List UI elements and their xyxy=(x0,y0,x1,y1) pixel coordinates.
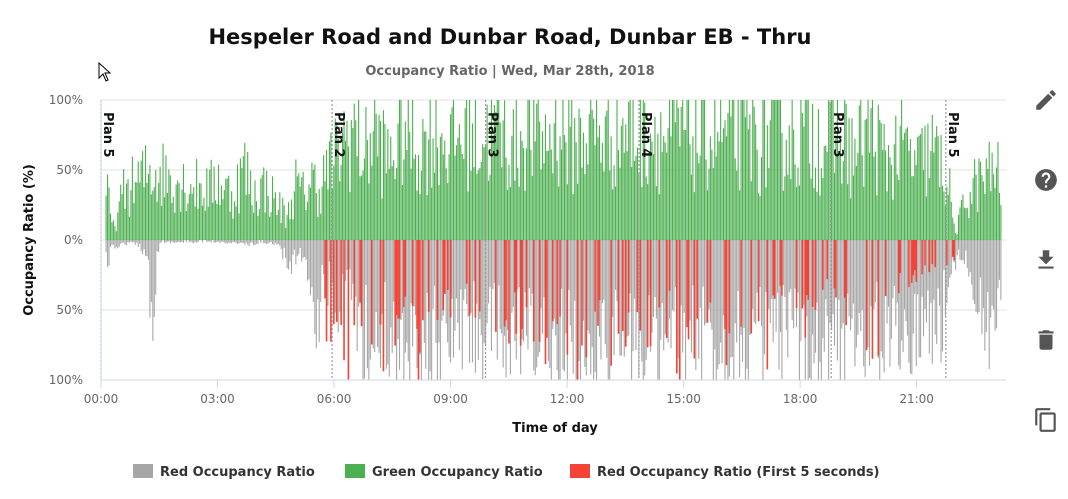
delete-button[interactable] xyxy=(1028,322,1064,358)
y-tick-label: 100% xyxy=(49,93,83,107)
legend-item[interactable]: Red Occupancy Ratio (First 5 seconds) xyxy=(570,464,880,480)
help-circle-icon xyxy=(1035,169,1057,191)
edit-button[interactable] xyxy=(1028,82,1064,118)
plan-label: Plan 5 xyxy=(100,112,115,158)
legend-item[interactable]: Red Occupancy Ratio xyxy=(133,464,315,480)
plan-label: Plan 2 xyxy=(331,112,346,158)
plan-label: Plan 4 xyxy=(638,112,653,158)
series-2 xyxy=(324,240,955,380)
x-tick-label: 21:00 xyxy=(899,392,934,406)
legend-item[interactable]: Green Occupancy Ratio xyxy=(345,464,543,480)
y-tick-label: 0% xyxy=(64,233,83,247)
legend-swatch xyxy=(345,464,365,478)
copy-button[interactable] xyxy=(1028,402,1064,438)
series-1 xyxy=(105,100,1002,240)
x-tick-label: 12:00 xyxy=(550,392,585,406)
legend-label: Red Occupancy Ratio (First 5 seconds) xyxy=(597,465,880,480)
plan-label: Plan 5 xyxy=(945,112,960,158)
bars-layer xyxy=(105,100,1002,380)
download-button[interactable] xyxy=(1028,242,1064,278)
occupancy-chart: Hespeler Road and Dunbar Road, Dunbar EB… xyxy=(22,25,1006,480)
x-tick-label: 09:00 xyxy=(433,392,468,406)
x-tick-label: 00:00 xyxy=(84,392,119,406)
y-tick-label: 100% xyxy=(49,373,83,387)
chart-title: Hespeler Road and Dunbar Road, Dunbar EB… xyxy=(208,25,811,49)
x-tick-label: 06:00 xyxy=(317,392,352,406)
pencil-icon xyxy=(1036,90,1056,110)
y-tick-label: 50% xyxy=(56,303,83,317)
chart-subtitle: Occupancy Ratio | Wed, Mar 28th, 2018 xyxy=(365,64,654,79)
download-icon xyxy=(1038,250,1054,269)
plan-label: Plan 3 xyxy=(830,112,845,158)
legend-swatch xyxy=(570,464,590,478)
x-tick-label: 18:00 xyxy=(783,392,818,406)
legend-swatch xyxy=(133,464,153,478)
legend[interactable]: Red Occupancy Ratio Green Occupancy Ratio… xyxy=(133,464,880,480)
axes: 00:00 03:00 06:00 09:00 12:00 15:00 18:00 21:00… xyxy=(49,93,1006,406)
trash-icon xyxy=(1038,330,1054,350)
copy-icon xyxy=(1035,408,1056,432)
mouse-cursor-icon xyxy=(98,62,112,82)
y-axis-title: Occupancy Ratio (%) xyxy=(22,164,37,316)
help-button[interactable] xyxy=(1028,162,1064,198)
x-tick-label: 03:00 xyxy=(200,392,235,406)
legend-label: Green Occupancy Ratio xyxy=(372,465,543,480)
y-tick-label: 50% xyxy=(56,163,83,177)
plan-label: Plan 3 xyxy=(485,112,500,158)
plan-markers: Plan 5 Plan 2 Plan 3 Plan 4 Plan 3 Plan 5 xyxy=(100,100,960,380)
x-axis-title: Time of day xyxy=(512,421,598,436)
chart-svg: Hespeler Road and Dunbar Road, Dunbar EB… xyxy=(22,25,1006,480)
x-tick-label: 15:00 xyxy=(666,392,701,406)
legend-label: Red Occupancy Ratio xyxy=(160,465,315,480)
